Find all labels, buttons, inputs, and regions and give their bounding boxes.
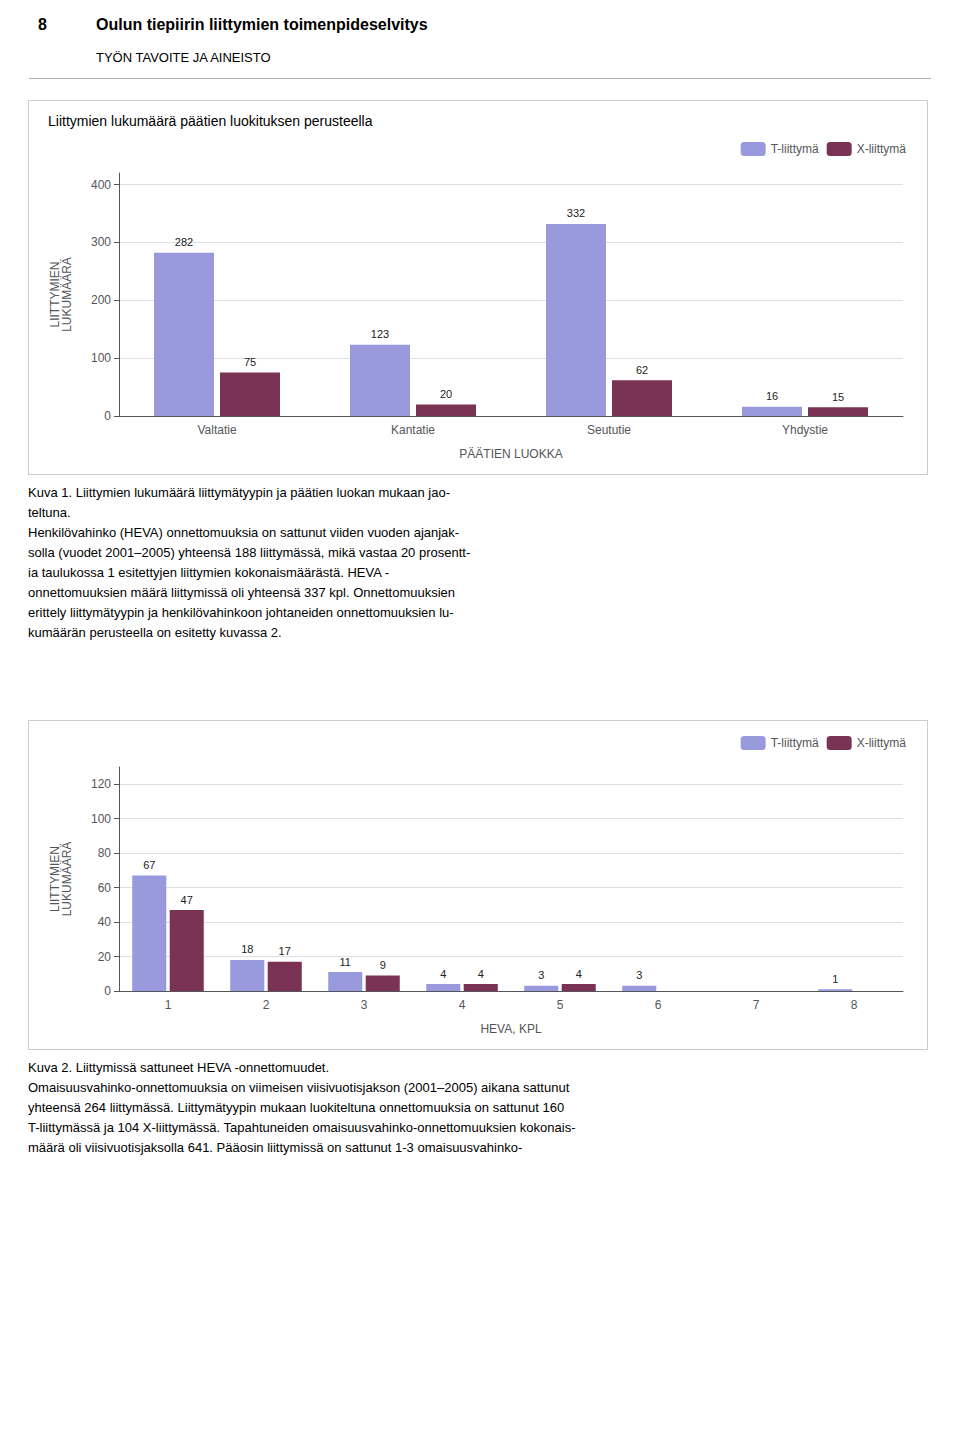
svg-text:LIITTYMIEN: LIITTYMIEN [48,261,62,328]
svg-text:T-liittymä: T-liittymä [771,736,819,750]
svg-text:62: 62 [636,364,648,376]
html-text:teltuna.: teltuna. [28,505,71,520]
html-text:Kuva 1. Liittymien lukumäärä l: Kuva 1. Liittymien lukumäärä liittymätyy… [28,485,450,500]
svg-text:Kantatie: Kantatie [391,423,435,437]
html-text:erittely liittymätyypin ja hen: erittely liittymätyypin ja henkilövahink… [28,605,454,620]
html-text:kumäärän perusteella on esitet: kumäärän perusteella on esitetty kuvassa… [28,625,282,640]
svg-text:X-liittymä: X-liittymä [857,142,907,156]
html-text:Henkilövahinko (HEVA) onnettom: Henkilövahinko (HEVA) onnettomuuksia on … [28,525,460,540]
svg-text:300: 300 [91,235,111,249]
svg-text:9: 9 [380,959,386,971]
svg-text:4: 4 [440,968,446,980]
svg-text:4: 4 [459,998,466,1012]
svg-text:4: 4 [576,968,582,980]
svg-text:Valtatie: Valtatie [197,423,236,437]
svg-text:PÄÄTIEN LUOKKA: PÄÄTIEN LUOKKA [459,447,562,461]
svg-text:282: 282 [175,236,193,248]
svg-text:60: 60 [98,881,112,895]
svg-text:20: 20 [98,950,112,964]
svg-text:18: 18 [241,943,253,955]
svg-text:332: 332 [567,207,585,219]
svg-text:120: 120 [91,777,111,791]
svg-text:1: 1 [165,998,172,1012]
svg-text:HEVA, KPL: HEVA, KPL [480,1022,541,1036]
svg-text:200: 200 [91,293,111,307]
html-text:määrä oli viisivuotisjaksolla: määrä oli viisivuotisjaksolla 641. Pääos… [28,1140,523,1155]
html-text:solla (vuodet 2001–2005) yhtee: solla (vuodet 2001–2005) yhteensä 188 li… [28,545,471,560]
html-text:Omaisuusvahinko-onnettomuuksia: Omaisuusvahinko-onnettomuuksia on viimei… [28,1080,570,1095]
svg-text:40: 40 [98,915,112,929]
html-text:yhteensä 264 liittymässä. Liit: yhteensä 264 liittymässä. Liittymätyypin… [28,1100,565,1115]
svg-text:5: 5 [557,998,564,1012]
svg-text:LUKUMÄÄRÄ: LUKUMÄÄRÄ [60,842,74,917]
svg-text:0: 0 [104,984,111,998]
svg-text:11: 11 [340,956,351,968]
html-text:Oulun tiepiirin liittymien toi: Oulun tiepiirin liittymien toimenpidesel… [96,16,428,33]
svg-text:1: 1 [832,973,838,985]
svg-text:20: 20 [440,388,452,400]
svg-text:2: 2 [263,998,270,1012]
html-text:T-liittymässä ja 104 X-liittym: T-liittymässä ja 104 X-liittymässä. Tapa… [28,1120,576,1135]
svg-text:LIITTYMIEN: LIITTYMIEN [48,846,62,912]
html-text:ia taulukossa 1 esitettyjen li: ia taulukossa 1 esitettyjen liittymien k… [28,565,389,580]
svg-text:4: 4 [478,968,484,980]
svg-text:3: 3 [361,998,368,1012]
svg-text:3: 3 [636,969,642,981]
svg-text:16: 16 [766,390,778,402]
svg-text:0: 0 [104,409,111,423]
svg-text:8: 8 [851,998,858,1012]
html-text:TYÖN TAVOITE JA AINEISTO: TYÖN TAVOITE JA AINEISTO [96,50,271,65]
svg-text:Liittymien lukumäärä päätien l: Liittymien lukumäärä päätien luokituksen… [48,113,373,129]
html-text:onnettomuuksien määrä liittymi: onnettomuuksien määrä liittymissä oli yh… [28,585,456,600]
svg-text:T-liittymä: T-liittymä [771,142,819,156]
html-text:Kuva 2. Liittymissä sattuneet: Kuva 2. Liittymissä sattuneet HEVA -onne… [28,1060,330,1075]
svg-text:7: 7 [753,998,760,1012]
svg-text:400: 400 [91,178,111,192]
svg-text:LUKUMÄÄRÄ: LUKUMÄÄRÄ [60,257,74,332]
svg-text:100: 100 [91,812,111,826]
svg-text:15: 15 [832,391,844,403]
svg-text:6: 6 [655,998,662,1012]
svg-text:17: 17 [279,945,291,957]
svg-text:80: 80 [98,846,112,860]
svg-text:Seututie: Seututie [587,423,631,437]
svg-text:X-liittymä: X-liittymä [857,736,907,750]
html-text:8: 8 [38,16,47,33]
svg-text:67: 67 [143,859,155,871]
svg-text:123: 123 [371,328,389,340]
svg-text:75: 75 [244,356,256,368]
svg-text:100: 100 [91,351,111,365]
svg-text:3: 3 [538,969,544,981]
svg-text:Yhdystie: Yhdystie [782,423,828,437]
svg-text:47: 47 [181,894,193,906]
